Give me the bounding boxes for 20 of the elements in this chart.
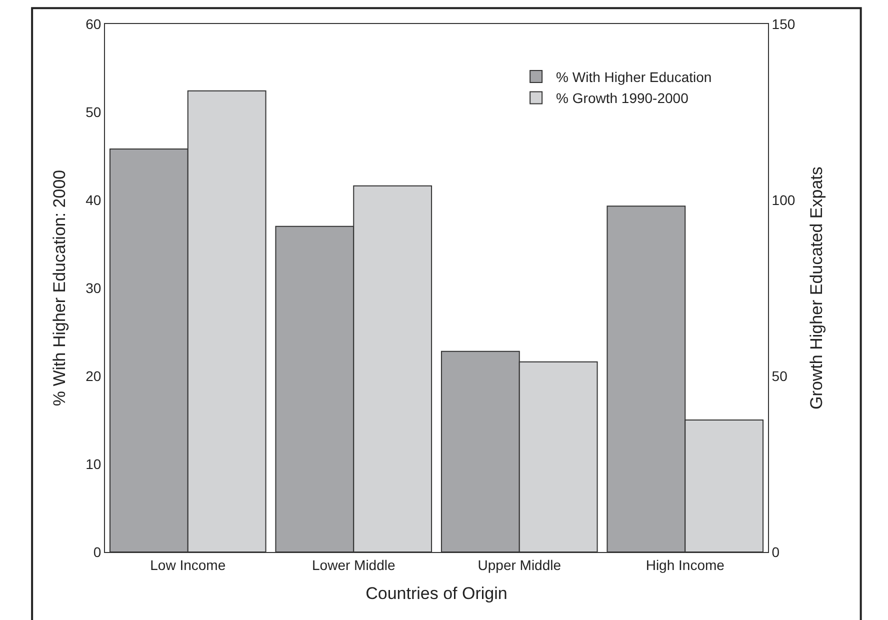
y-tick-label: 50 (86, 104, 102, 120)
x-tick-label: Low Income (150, 556, 226, 573)
y2-axis-title: Growth Higher Educated Expats (806, 166, 826, 410)
x-tick-label: High Income (646, 556, 725, 573)
y-tick-label: 0 (93, 544, 102, 560)
y2-tick-label: 0 (772, 544, 780, 560)
y-tick-label: 40 (86, 192, 102, 208)
y-tick-label: 30 (86, 280, 102, 296)
y-tick-label: 20 (86, 368, 102, 384)
legend-label: % Growth 1990-2000 (556, 90, 689, 106)
y-axis-title: % With Higher Education: 2000 (50, 170, 70, 406)
y-tick-label: 10 (86, 456, 102, 472)
x-tick-label: Upper Middle (478, 556, 562, 573)
y2-tick-label: 100 (772, 192, 796, 208)
y2-tick-label: 150 (772, 16, 796, 32)
legend-label: % With Higher Education (556, 69, 712, 86)
y-tick-label: 60 (86, 16, 102, 32)
y2-tick-label: 50 (772, 368, 788, 384)
x-axis-title: Countries of Origin (366, 584, 508, 604)
x-tick-label: Lower Middle (312, 556, 396, 573)
